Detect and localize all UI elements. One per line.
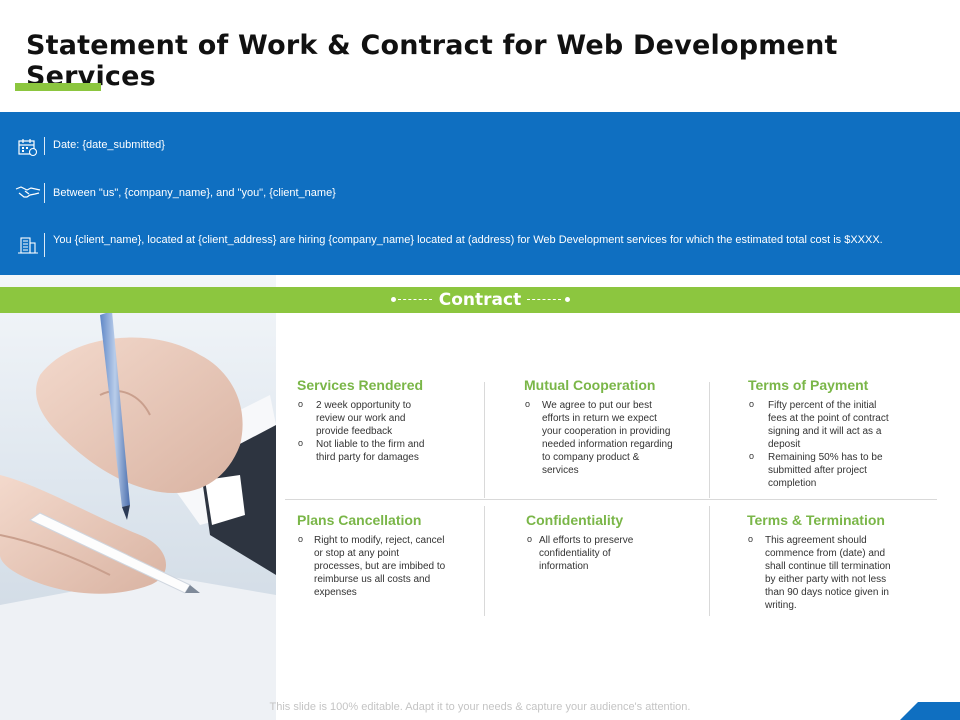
column-divider — [484, 382, 485, 498]
decor-dot — [565, 297, 570, 302]
bullet-list: All efforts to preserve confidentiality … — [526, 533, 722, 573]
column-divider — [484, 506, 485, 616]
page-title: Statement of Work & Contract for Web Dev… — [26, 30, 838, 92]
bullet-list: Fifty percent of the initial fees at the… — [748, 398, 944, 490]
decor-dash — [527, 299, 561, 300]
list-item: Remaining 50% has to be submitted after … — [748, 450, 896, 490]
section-confidentiality: Confidentiality All efforts to preserve … — [526, 511, 722, 573]
bullet-list: We agree to put our best efforts in retu… — [524, 398, 720, 477]
info-band: Date: {date_submitted} Between "us", {co… — [0, 112, 960, 275]
section-mutual-cooperation: Mutual Cooperation We agree to put our b… — [524, 376, 720, 477]
section-title: Confidentiality — [526, 512, 624, 528]
handshake-icon — [15, 186, 41, 198]
list-item: 2 week opportunity to review our work an… — [297, 398, 436, 438]
section-title: Terms of Payment — [748, 377, 869, 393]
list-item: This agreement should commence from (dat… — [747, 533, 895, 612]
info-separator — [44, 183, 45, 203]
bullet-list: Right to modify, reject, cancel or stop … — [297, 533, 493, 599]
section-services-rendered: Services Rendered 2 week opportunity to … — [297, 376, 493, 464]
list-item: We agree to put our best efforts in retu… — [524, 398, 674, 477]
decor-dot — [391, 297, 396, 302]
info-separator — [44, 233, 45, 257]
list-item: All efforts to preserve confidentiality … — [526, 533, 657, 573]
column-divider — [709, 506, 710, 616]
section-terms-of-payment: Terms of Payment Fifty percent of the in… — [748, 376, 944, 490]
list-item: Fifty percent of the initial fees at the… — [748, 398, 896, 451]
title-accent-bar — [15, 83, 101, 91]
section-title: Plans Cancellation — [297, 512, 422, 528]
contract-heading: Contract — [438, 290, 522, 310]
list-item: Not liable to the firm and third party f… — [297, 437, 446, 464]
column-divider — [709, 382, 710, 498]
section-title: Terms & Termination — [747, 512, 885, 528]
section-title: Services Rendered — [297, 377, 424, 393]
decor-dash — [398, 299, 432, 300]
bullet-list: 2 week opportunity to review our work an… — [297, 398, 493, 464]
info-separator — [44, 137, 45, 155]
section-terms-termination: Terms & Termination This agreement shoul… — [747, 511, 943, 612]
signing-photo — [0, 275, 276, 720]
section-plans-cancellation: Plans Cancellation Right to modify, reje… — [297, 511, 493, 599]
list-item: Right to modify, reject, cancel or stop … — [297, 533, 448, 599]
contract-bar: Contract — [0, 287, 960, 313]
row-divider — [285, 499, 937, 500]
section-title: Mutual Cooperation — [524, 377, 656, 393]
info-description-text: You {client_name}, located at {client_ad… — [53, 234, 883, 246]
building-icon — [18, 237, 38, 254]
info-date-text: Date: {date_submitted} — [53, 139, 165, 151]
bullet-list: This agreement should commence from (dat… — [747, 533, 943, 612]
calendar-icon — [18, 139, 38, 157]
footer-note: This slide is 100% editable. Adapt it to… — [269, 701, 691, 713]
info-parties-text: Between "us", {company_name}, and "you",… — [53, 187, 336, 199]
corner-accent — [900, 702, 960, 720]
